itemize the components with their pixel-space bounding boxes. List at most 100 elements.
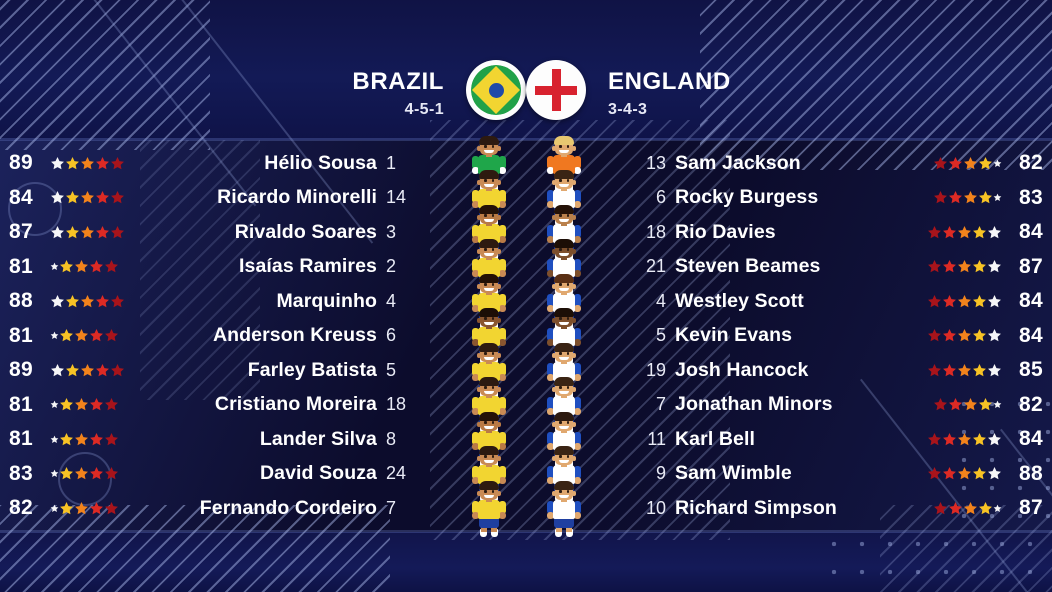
player-name: Josh Hancock [675,358,809,381]
player-number: 1 [386,152,397,173]
player-rating: 87 [1019,254,1043,278]
star-icon [942,466,957,481]
divider-bottom [0,530,1052,533]
home-player-entry[interactable]: 81 Lander Silva 8 [0,427,420,451]
away-player-entry[interactable]: 4 Westley Scott 84 [632,289,1052,313]
player-number: 8 [386,428,397,449]
home-player-entry[interactable]: 89 Farley Batista 5 [0,358,420,382]
home-player-entry[interactable]: 88 Marquinho 4 [0,289,420,313]
match-header: BRAZIL 4-5-1 ENGLAND 3-4-3 [0,60,1052,130]
lineup-row[interactable]: 89 Hélio Sousa 1 13 Sam Jackson 82 [0,146,1052,181]
player-rating: 81 [9,392,33,416]
star-icon [50,294,65,309]
star-icon [927,363,942,378]
player-rating: 84 [1019,289,1043,313]
away-player-entry[interactable]: 5 Kevin Evans 84 [632,324,1052,348]
away-team-block: ENGLAND 3-4-3 [586,60,826,119]
star-icon [95,294,110,309]
star-icon [978,156,993,171]
player-rating: 84 [1019,427,1043,451]
lineup-row[interactable]: 87 Rivaldo Soares 3 18 Rio Davies 84 [0,215,1052,250]
star-icon [942,259,957,274]
star-icon [50,363,65,378]
lineup-row[interactable]: 82 Fernando Cordeiro 7 10 Richard Simpson 87 [0,491,1052,526]
star-rating [920,225,1010,240]
star-icon [927,294,942,309]
away-player-entry[interactable]: 19 Josh Hancock 85 [632,358,1052,382]
player-name: Farley Batista [247,358,377,381]
lineup-row[interactable]: 88 Marquinho 4 4 Westley Scott 84 [0,284,1052,319]
home-player-entry[interactable]: 81 Anderson Kreuss 6 [0,324,420,348]
star-icon [50,190,65,205]
away-player-entry[interactable]: 10 Richard Simpson 87 [632,496,1052,520]
star-icon [74,432,89,447]
star-icon [972,259,987,274]
home-player-entry[interactable]: 81 Isaías Ramires 2 [0,255,420,279]
stripe-patch-top-right [700,0,1052,170]
away-player-entry[interactable]: 9 Sam Wimble 88 [632,462,1052,486]
star-icon [89,397,104,412]
away-player-entry[interactable]: 18 Rio Davies 84 [632,220,1052,244]
home-player-entry[interactable]: 84 Ricardo Minorelli 14 [0,186,420,210]
away-player-entry[interactable]: 6 Rocky Burgess 83 [632,186,1052,210]
away-player-entry[interactable]: 13 Sam Jackson 82 [632,151,1052,175]
star-icon [110,363,125,378]
star-icon [927,466,942,481]
lineup-row[interactable]: 81 Lander Silva 8 11 Karl Bell 84 [0,422,1052,457]
player-name: Steven Beames [675,255,821,278]
lineup-row[interactable]: 81 Cristiano Moreira 18 7 Jonathan Minors 82 [0,388,1052,423]
star-icon [80,363,95,378]
star-rating [42,466,132,481]
player-rating: 84 [1019,220,1043,244]
player-number: 19 [645,359,666,380]
lineup-row[interactable]: 83 David Souza 24 9 Sam Wimble 88 [0,457,1052,492]
player-name: Rio Davies [675,220,776,243]
home-player-entry[interactable]: 87 Rivaldo Soares 3 [0,220,420,244]
home-player-entry[interactable]: 81 Cristiano Moreira 18 [0,393,420,417]
player-name: David Souza [259,462,377,485]
away-player-entry[interactable]: 7 Jonathan Minors 82 [632,393,1052,417]
star-icon [942,225,957,240]
star-icon [987,225,1002,240]
away-formation: 3-4-3 [608,101,648,118]
away-player-entry[interactable]: 21 Steven Beames 87 [632,255,1052,279]
star-icon [948,501,963,516]
player-number: 5 [386,359,397,380]
decor-ring-lower [58,452,112,506]
star-icon [993,504,1002,513]
star-rating [920,259,1010,274]
lineup-row[interactable]: 84 Ricardo Minorelli 14 6 Rocky Burgess 83 [0,181,1052,216]
player-number: 4 [655,290,666,311]
player-name: Anderson Kreuss [212,324,377,347]
star-icon [104,328,119,343]
star-rating [920,466,1010,481]
player-rating: 84 [1019,323,1043,347]
player-rating: 88 [9,289,33,313]
home-player-entry[interactable]: 83 David Souza 24 [0,462,420,486]
player-number: 9 [655,463,666,484]
lineup-row[interactable]: 89 Farley Batista 5 19 Josh Hancock 85 [0,353,1052,388]
star-icon [927,328,942,343]
lineup-row[interactable]: 81 Isaías Ramires 2 21 Steven Beames 87 [0,250,1052,285]
star-rating [42,156,132,171]
away-team-name: ENGLAND [608,68,731,95]
lineup-row[interactable]: 81 Anderson Kreuss 6 5 Kevin Evans 84 [0,319,1052,354]
star-icon [963,190,978,205]
player-number: 7 [655,394,666,415]
star-rating [42,328,132,343]
home-player-entry[interactable]: 82 Fernando Cordeiro 7 [0,496,420,520]
star-rating [42,294,132,309]
star-icon [972,328,987,343]
star-rating [920,156,1010,171]
star-rating [920,432,1010,447]
star-icon [957,432,972,447]
home-player-entry[interactable]: 89 Hélio Sousa 1 [0,151,420,175]
dot-field-right [950,390,1052,540]
player-rating: 88 [1019,461,1043,485]
star-icon [993,159,1002,168]
player-rating: 82 [1019,151,1043,175]
star-rating [920,294,1010,309]
away-player-entry[interactable]: 11 Karl Bell 84 [632,427,1052,451]
player-number: 7 [386,497,397,518]
player-rating: 81 [9,323,33,347]
